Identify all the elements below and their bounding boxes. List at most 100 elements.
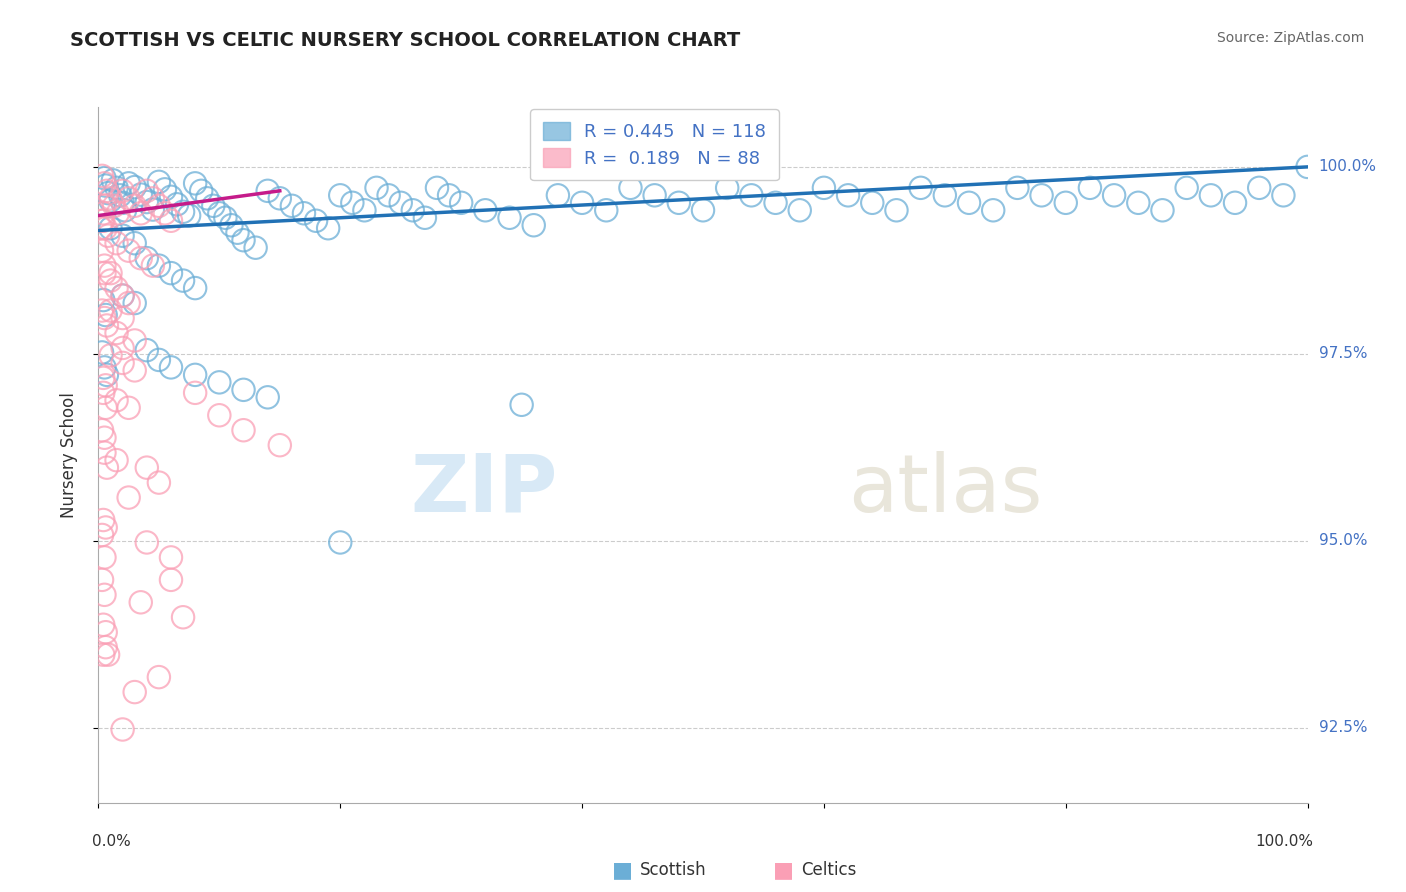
Point: [91, 213, 114, 227]
Point: [256, 390, 278, 404]
Point: [100, 221, 122, 235]
Point: [269, 438, 291, 452]
Point: [172, 274, 194, 288]
Point: [135, 535, 157, 549]
Point: [160, 266, 183, 280]
Point: [93, 171, 115, 186]
Point: [114, 203, 136, 218]
Point: [111, 288, 134, 302]
Point: [474, 203, 496, 218]
Point: [426, 181, 449, 195]
Point: [619, 181, 641, 195]
Point: [595, 203, 617, 218]
Point: [94, 178, 117, 193]
Point: [100, 274, 122, 288]
Point: [142, 202, 165, 217]
Point: [498, 211, 520, 225]
Point: [129, 187, 152, 202]
Point: [91, 513, 114, 527]
Point: [91, 573, 114, 587]
Point: [153, 206, 176, 220]
Point: [153, 182, 176, 196]
Point: [413, 211, 436, 225]
Point: [94, 308, 117, 322]
Point: [148, 259, 170, 273]
Point: [160, 213, 183, 227]
Point: [129, 251, 152, 265]
Point: [402, 203, 425, 218]
Point: [510, 398, 533, 412]
Point: [256, 184, 278, 198]
Point: [91, 206, 114, 220]
Point: [118, 177, 141, 191]
Point: [93, 360, 115, 375]
Point: [90, 221, 112, 235]
Point: [100, 303, 122, 318]
Point: [208, 409, 231, 423]
Point: [111, 288, 134, 302]
Point: [111, 184, 134, 198]
Point: [329, 535, 352, 549]
Point: [118, 191, 141, 205]
Point: [124, 180, 146, 194]
Text: Source: ZipAtlas.com: Source: ZipAtlas.com: [1216, 31, 1364, 45]
Point: [129, 595, 152, 609]
Point: [111, 356, 134, 370]
Point: [1102, 188, 1125, 202]
Point: [148, 352, 170, 367]
Point: [100, 194, 122, 208]
Point: [97, 186, 120, 200]
Point: [105, 236, 128, 251]
Point: [813, 181, 835, 195]
Point: [111, 195, 134, 210]
Point: [437, 188, 460, 202]
Point: [91, 293, 114, 307]
Text: Celtics: Celtics: [801, 861, 856, 879]
Point: [93, 259, 115, 273]
Point: [97, 648, 120, 662]
Point: [837, 188, 859, 202]
Point: [91, 385, 114, 400]
Point: [96, 318, 118, 333]
Point: [450, 195, 472, 210]
Point: [105, 326, 128, 340]
Point: [765, 195, 787, 210]
Point: [172, 610, 194, 624]
Point: [184, 177, 207, 191]
Point: [94, 378, 117, 392]
Point: [91, 213, 114, 227]
Point: [571, 195, 593, 210]
Point: [353, 203, 375, 218]
Point: [148, 475, 170, 490]
Text: Scottish: Scottish: [640, 861, 706, 879]
Point: [135, 343, 157, 358]
Point: [934, 188, 956, 202]
Point: [160, 360, 183, 375]
Point: [108, 188, 131, 202]
Point: [208, 206, 231, 220]
Point: [329, 188, 352, 202]
Text: SCOTTISH VS CELTIC NURSERY SCHOOL CORRELATION CHART: SCOTTISH VS CELTIC NURSERY SCHOOL CORREL…: [70, 31, 741, 50]
Point: [100, 191, 122, 205]
Point: [789, 203, 811, 218]
Point: [232, 383, 254, 397]
Point: [221, 219, 243, 233]
Point: [96, 368, 118, 382]
Text: 95.0%: 95.0%: [1319, 533, 1367, 549]
Point: [91, 345, 114, 359]
Point: [342, 195, 364, 210]
Point: [118, 244, 141, 258]
Point: [1296, 160, 1319, 174]
Point: [860, 195, 883, 210]
Point: [105, 393, 128, 408]
Point: [101, 173, 124, 187]
Point: [111, 228, 134, 243]
Point: [179, 209, 201, 223]
Point: [668, 195, 690, 210]
Point: [148, 175, 170, 189]
Point: [124, 296, 146, 310]
Point: [105, 453, 128, 467]
Point: [129, 206, 152, 220]
Point: [124, 685, 146, 699]
Point: [135, 460, 157, 475]
